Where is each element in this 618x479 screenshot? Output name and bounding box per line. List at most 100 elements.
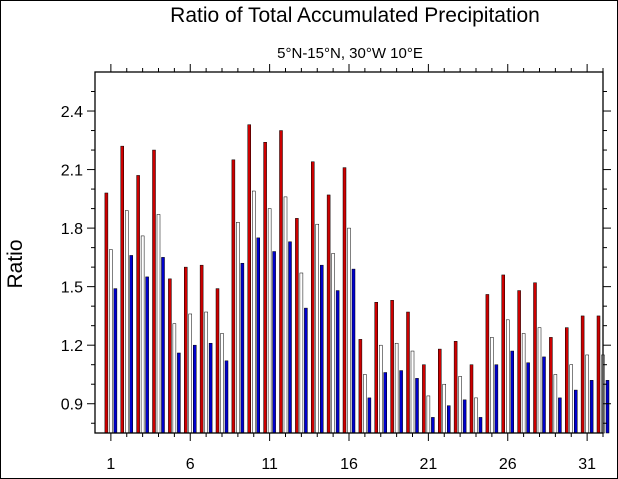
bar-red-23 — [453, 341, 458, 434]
bar-white-2 — [125, 210, 129, 434]
bar-blue-19 — [399, 370, 403, 434]
bar-white-25 — [490, 337, 494, 434]
x-tick-label: 21 — [419, 456, 437, 473]
bar-white-4 — [156, 214, 161, 434]
bar-red-9 — [231, 159, 236, 434]
bar-white-17 — [363, 374, 367, 434]
bar-blue-3 — [145, 276, 149, 434]
bar-white-5 — [172, 323, 177, 434]
x-tick-label: 16 — [340, 456, 358, 473]
bar-blue-29 — [558, 397, 562, 434]
bar-white-29 — [553, 374, 558, 434]
bar-blue-24 — [478, 417, 483, 434]
bar-red-29 — [549, 337, 553, 434]
bar-white-31 — [585, 354, 589, 434]
bar-red-11 — [263, 142, 267, 434]
bar-red-10 — [247, 124, 251, 434]
bar-white-12 — [283, 196, 288, 434]
bar-blue-17 — [367, 397, 372, 434]
bar-blue-5 — [177, 352, 181, 434]
bar-red-21 — [422, 364, 426, 434]
bar-blue-4 — [161, 257, 165, 434]
bar-red-16 — [342, 167, 347, 434]
bar-blue-18 — [383, 372, 387, 434]
bar-red-18 — [374, 302, 378, 434]
bar-red-3 — [136, 175, 140, 434]
x-tick-label: 1 — [106, 456, 115, 473]
bar-blue-7 — [208, 342, 213, 434]
bar-blue-2 — [129, 255, 133, 434]
x-tick-label: 6 — [186, 456, 195, 473]
bar-white-14 — [315, 223, 319, 434]
bar-red-8 — [215, 288, 220, 434]
bar-white-26 — [506, 319, 510, 434]
bar-blue-32 — [605, 380, 610, 434]
bar-white-15 — [331, 253, 335, 434]
bar-white-10 — [252, 190, 256, 434]
bar-blue-10 — [256, 237, 260, 434]
bar-red-28 — [533, 282, 537, 434]
bar-white-9 — [236, 222, 240, 434]
bar-red-15 — [326, 194, 331, 434]
bar-red-12 — [279, 130, 283, 434]
bar-white-8 — [220, 333, 224, 434]
bar-white-11 — [267, 208, 272, 434]
ticks-group — [87, 64, 611, 441]
bar-white-27 — [521, 333, 526, 434]
bar-white-18 — [379, 344, 383, 434]
bar-blue-22 — [447, 405, 451, 434]
bar-red-14 — [311, 161, 315, 434]
bar-red-27 — [517, 290, 521, 434]
bar-red-1 — [104, 192, 109, 434]
bar-white-16 — [347, 227, 351, 434]
bar-red-26 — [501, 274, 505, 434]
y-tick-label: 2.1 — [61, 163, 83, 180]
bar-white-24 — [474, 397, 478, 434]
bar-red-19 — [390, 300, 394, 434]
bar-red-20 — [406, 311, 410, 434]
bar-red-32 — [596, 315, 601, 434]
bar-red-6 — [184, 266, 188, 434]
bar-red-25 — [485, 294, 490, 434]
bar-blue-26 — [510, 350, 514, 434]
bar-blue-31 — [589, 380, 594, 434]
x-tick-label: 26 — [499, 456, 517, 473]
bar-red-31 — [580, 315, 585, 434]
bar-red-17 — [358, 339, 363, 434]
bar-white-1 — [109, 249, 113, 434]
y-axis-label: Ratio — [4, 239, 27, 288]
bar-white-19 — [394, 342, 399, 434]
bar-red-30 — [565, 327, 569, 434]
bar-blue-12 — [288, 241, 292, 434]
bar-blue-9 — [240, 262, 245, 434]
bar-white-28 — [537, 327, 542, 434]
y-tick-label: 0.9 — [61, 397, 83, 414]
bar-blue-30 — [574, 389, 578, 434]
bar-red-7 — [199, 264, 204, 434]
x-tick-label: 11 — [261, 456, 278, 473]
bar-white-23 — [458, 376, 462, 434]
bar-white-6 — [188, 313, 192, 434]
bar-white-21 — [426, 395, 431, 434]
bar-white-3 — [140, 235, 145, 434]
bar-blue-1 — [113, 288, 118, 434]
bar-blue-16 — [351, 268, 356, 434]
bar-blue-15 — [335, 290, 340, 434]
plot-area — [94, 71, 604, 434]
bar-blue-20 — [415, 378, 419, 434]
bar-red-22 — [438, 348, 442, 434]
bar-blue-28 — [542, 356, 546, 434]
y-tick-label: 1.5 — [61, 280, 83, 297]
x-tick-label: 31 — [578, 456, 596, 473]
bar-blue-27 — [526, 362, 530, 434]
bar-white-7 — [204, 311, 208, 434]
bars-group — [104, 124, 610, 434]
bar-blue-23 — [462, 399, 467, 434]
y-tick-label: 2.4 — [61, 104, 83, 121]
bar-blue-8 — [224, 360, 229, 434]
tick-labels-group: 0.91.21.51.82.12.41 6 11 16 21 26 31 — [61, 104, 596, 473]
bar-red-4 — [152, 149, 156, 434]
bar-blue-11 — [272, 251, 276, 434]
bar-red-24 — [469, 364, 474, 434]
bar-white-20 — [410, 350, 415, 434]
